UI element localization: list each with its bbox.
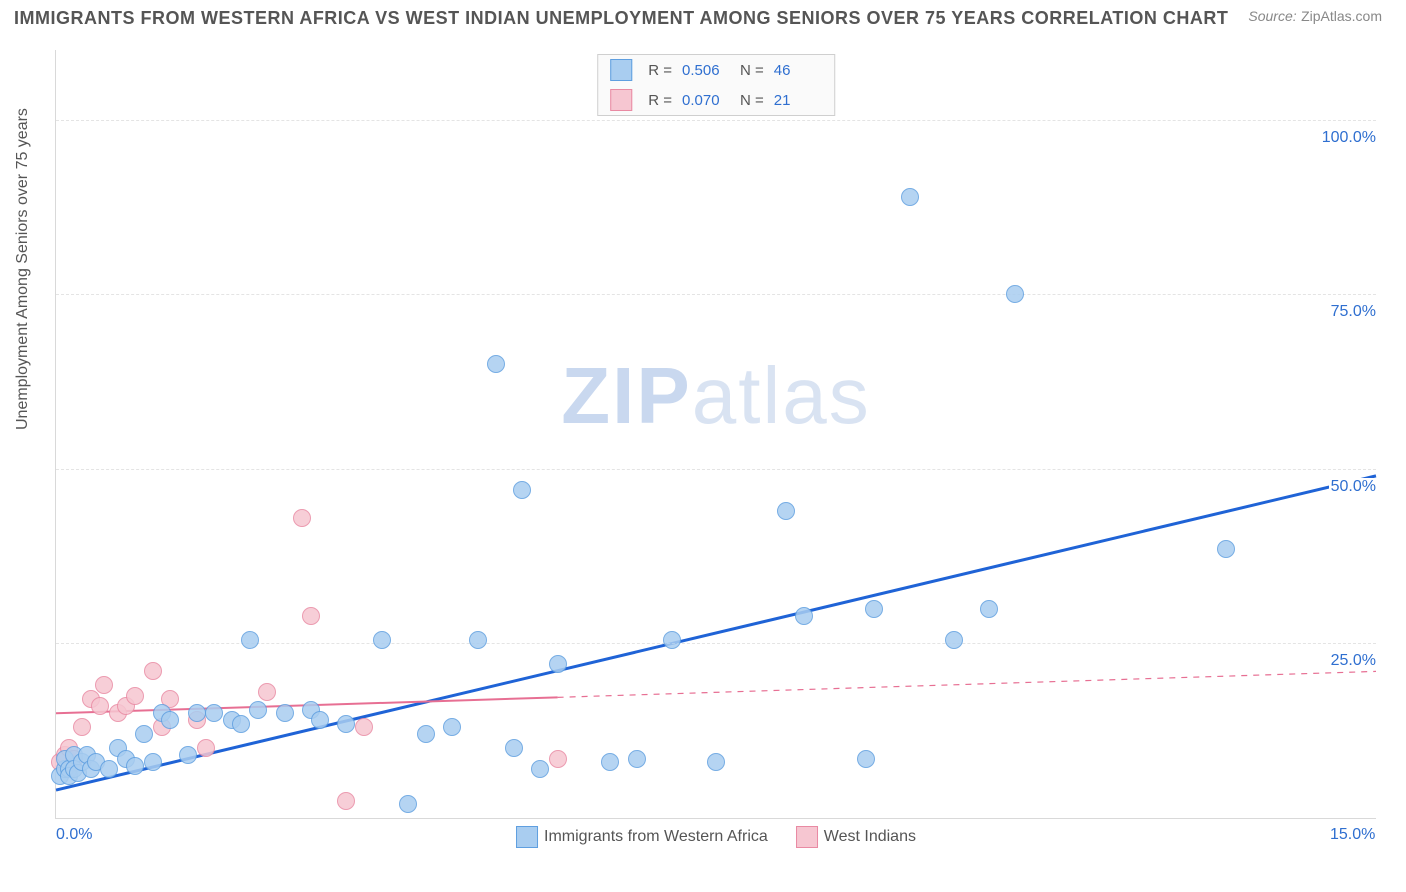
data-point [144, 753, 162, 771]
data-point [311, 711, 329, 729]
data-point [197, 739, 215, 757]
swatch-icon [610, 89, 632, 111]
data-point [443, 718, 461, 736]
data-point [857, 750, 875, 768]
n-value: 21 [774, 92, 822, 109]
data-point [161, 711, 179, 729]
series-legend: Immigrants from Western Africa West Indi… [516, 826, 916, 848]
scatter-plot: ZIPatlas R = 0.506 N = 46 R = 0.070 N = … [55, 50, 1376, 819]
data-point [249, 701, 267, 719]
data-point [980, 600, 998, 618]
n-label: N = [740, 62, 764, 79]
x-tick-label: 0.0% [56, 826, 92, 844]
gridline [56, 294, 1376, 295]
data-point [901, 188, 919, 206]
data-point [945, 631, 963, 649]
data-point [241, 631, 259, 649]
data-point [276, 704, 294, 722]
swatch-icon [516, 826, 538, 848]
data-point [91, 697, 109, 715]
data-point [179, 746, 197, 764]
legend-item: Immigrants from Western Africa [516, 826, 768, 848]
legend-label: West Indians [824, 828, 916, 846]
data-point [135, 725, 153, 743]
correlation-legend-row: R = 0.070 N = 21 [598, 85, 834, 115]
data-point [469, 631, 487, 649]
chart-title: IMMIGRANTS FROM WESTERN AFRICA VS WEST I… [14, 8, 1228, 29]
data-point [144, 662, 162, 680]
data-point [205, 704, 223, 722]
data-point [337, 792, 355, 810]
data-point [663, 631, 681, 649]
data-point [795, 607, 813, 625]
source-value: ZipAtlas.com [1301, 8, 1382, 24]
r-label: R = [648, 62, 672, 79]
data-point [1217, 540, 1235, 558]
data-point [777, 502, 795, 520]
data-point [865, 600, 883, 618]
data-point [258, 683, 276, 701]
data-point [417, 725, 435, 743]
data-point [126, 687, 144, 705]
y-tick-label: 50.0% [1329, 478, 1378, 496]
data-point [549, 655, 567, 673]
data-point [628, 750, 646, 768]
y-tick-label: 75.0% [1329, 303, 1378, 321]
r-label: R = [648, 92, 672, 109]
watermark-zip: ZIP [561, 351, 691, 440]
correlation-legend: R = 0.506 N = 46 R = 0.070 N = 21 [597, 54, 835, 116]
data-point [188, 704, 206, 722]
legend-item: West Indians [796, 826, 916, 848]
data-point [95, 676, 113, 694]
source: Source: ZipAtlas.com [1248, 8, 1382, 26]
data-point [549, 750, 567, 768]
y-tick-label: 100.0% [1320, 129, 1378, 147]
data-point [513, 481, 531, 499]
watermark-atlas: atlas [692, 351, 871, 440]
legend-label: Immigrants from Western Africa [544, 828, 768, 846]
y-axis-label: Unemployment Among Seniors over 75 years [14, 108, 32, 430]
r-value: 0.506 [682, 62, 730, 79]
data-point [293, 509, 311, 527]
data-point [373, 631, 391, 649]
x-tick-label: 15.0% [1330, 826, 1375, 844]
swatch-icon [610, 59, 632, 81]
data-point [505, 739, 523, 757]
gridline [56, 469, 1376, 470]
y-tick-label: 25.0% [1329, 652, 1378, 670]
data-point [100, 760, 118, 778]
data-point [399, 795, 417, 813]
data-point [73, 718, 91, 736]
source-label: Source: [1248, 8, 1296, 24]
data-point [487, 355, 505, 373]
n-label: N = [740, 92, 764, 109]
correlation-legend-row: R = 0.506 N = 46 [598, 55, 834, 85]
data-point [1006, 285, 1024, 303]
data-point [355, 718, 373, 736]
data-point [601, 753, 619, 771]
gridline [56, 120, 1376, 121]
data-point [126, 757, 144, 775]
data-point [232, 715, 250, 733]
watermark: ZIPatlas [561, 350, 870, 442]
r-value: 0.070 [682, 92, 730, 109]
n-value: 46 [774, 62, 822, 79]
data-point [531, 760, 549, 778]
data-point [337, 715, 355, 733]
data-point [302, 607, 320, 625]
data-point [707, 753, 725, 771]
swatch-icon [796, 826, 818, 848]
